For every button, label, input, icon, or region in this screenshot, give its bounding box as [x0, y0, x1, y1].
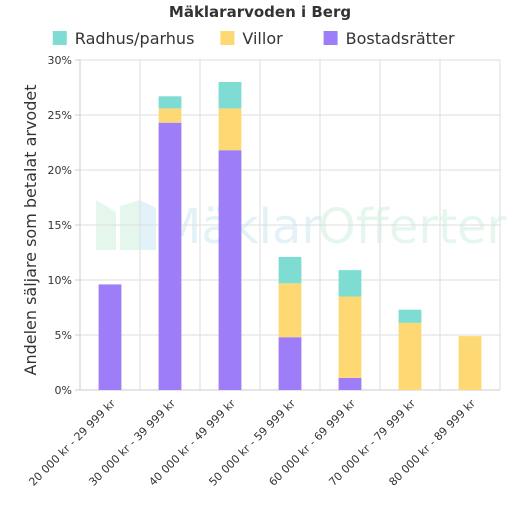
bar-bostadsrätter-0	[98, 284, 122, 390]
bar-radhus-parhus-4	[338, 270, 362, 297]
legend: Radhus/parhus Villor Bostadsrätter	[52, 29, 455, 48]
bar-villor-5	[398, 322, 422, 390]
bar-villor-4	[338, 296, 362, 378]
bar-radhus-parhus-1	[158, 96, 182, 109]
legend-swatch	[220, 31, 235, 45]
chart-title: Mäklararvoden i Berg	[169, 3, 351, 21]
bar-villor-3	[278, 283, 302, 338]
bar-bostadsrätter-4	[338, 377, 362, 390]
bar-radhus-parhus-5	[398, 309, 422, 323]
y-tick-labels: 0% 5% 10% 15% 20% 25% 30%	[48, 54, 72, 397]
bar-villor-1	[158, 108, 182, 123]
bar-bostadsrätter-2	[218, 150, 242, 390]
y-tick-label: 10%	[48, 274, 72, 287]
legend-label: Radhus/parhus	[75, 29, 195, 48]
y-tick-label: 20%	[48, 164, 72, 177]
watermark-text-2: Offerter	[318, 199, 506, 255]
bar-villor-6	[458, 336, 482, 390]
legend-swatch	[52, 31, 67, 45]
bar-villor-2	[218, 108, 242, 151]
y-tick-label: 0%	[55, 384, 72, 397]
y-tick-label: 30%	[48, 54, 72, 67]
legend-label: Villor	[242, 29, 283, 48]
y-axis-label: Andelen säljare som betalat arvodet	[21, 85, 40, 376]
y-tick-label: 15%	[48, 219, 72, 232]
bar-bostadsrätter-1	[158, 122, 182, 390]
y-tick-label: 25%	[48, 109, 72, 122]
y-tick-label: 5%	[55, 329, 72, 342]
legend-swatch	[323, 31, 338, 45]
bar-bostadsrätter-3	[278, 337, 302, 390]
bar-radhus-parhus-2	[218, 82, 242, 109]
bar-radhus-parhus-3	[278, 256, 302, 284]
legend-label: Bostadsrätter	[346, 29, 455, 48]
bars	[98, 82, 482, 390]
watermark: Mäklar Offerter	[96, 199, 506, 255]
